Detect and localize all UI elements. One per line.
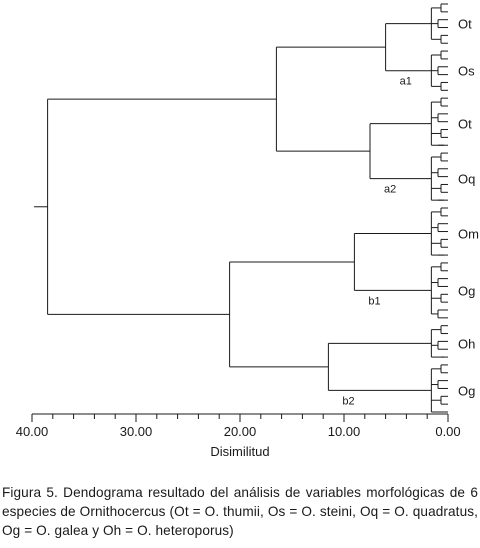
x-tick-label: 30.00 xyxy=(120,424,153,439)
tree-branches xyxy=(34,3,448,413)
group-label: Om xyxy=(458,227,479,242)
x-tick-label: 10.00 xyxy=(328,424,361,439)
dendrogram-plot: Ot Os Ot Oq Om Og Oh Og a1 a2 b1 b2 40.00 30.00 20.0… xyxy=(16,3,479,459)
dendrogram-figure: Ot Os Ot Oq Om Og Oh Og a1 a2 b1 b2 40.00 30.00 20.0… xyxy=(16,3,479,459)
group-label: Og xyxy=(458,383,475,398)
group-label: Oh xyxy=(458,336,475,351)
group-label: Os xyxy=(458,64,475,79)
group-label: Og xyxy=(458,283,475,298)
figure-caption: Figura 5. Dendograma resultado del análi… xyxy=(2,485,478,538)
cluster-label: a2 xyxy=(384,184,396,196)
x-tick-label: 0.00 xyxy=(435,424,460,439)
cluster-labels: a1 a2 b1 b2 xyxy=(342,76,411,408)
group-label: Ot xyxy=(458,117,472,132)
group-label: Ot xyxy=(458,17,472,32)
x-tick-label: 20.00 xyxy=(224,424,257,439)
cluster-label: a1 xyxy=(400,76,412,88)
group-labels: Ot Os Ot Oq Om Og Oh Og xyxy=(458,17,479,399)
x-axis-label: Disimilitud xyxy=(210,444,269,459)
cluster-label: b1 xyxy=(368,295,380,307)
group-label: Oq xyxy=(458,172,475,187)
x-axis: 40.00 30.00 20.00 10.00 0.00 xyxy=(16,413,461,439)
x-tick-label: 40.00 xyxy=(16,424,49,439)
cluster-label: b2 xyxy=(342,395,354,407)
